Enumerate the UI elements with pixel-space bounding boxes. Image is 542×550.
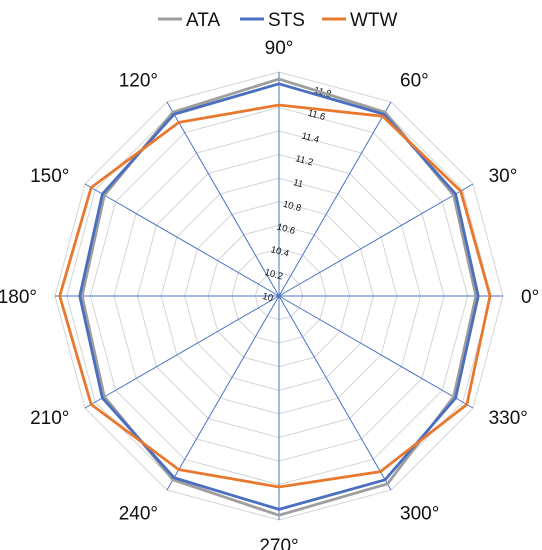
category-label: 210°: [30, 408, 69, 429]
radial-tick-label: 11.6: [306, 108, 326, 123]
legend-label: STS: [268, 10, 305, 31]
spoke-line: [278, 183, 474, 297]
legend-item-wtw: WTW: [322, 10, 398, 31]
category-label: 270°: [259, 536, 298, 550]
category-label: 330°: [489, 408, 528, 429]
spoke-line: [278, 295, 392, 491]
spoke-line: [84, 183, 280, 297]
spoke-line: [278, 101, 392, 297]
radial-tick-label: 10: [261, 291, 274, 304]
spoke-line: [166, 295, 280, 491]
series-line-sts: [78, 82, 480, 511]
category-label: 120°: [119, 70, 158, 91]
category-label: 300°: [400, 504, 439, 525]
legend-item-ata: ATA: [158, 10, 220, 31]
series-line-wtw: [58, 103, 492, 489]
radial-tick-label: 11: [292, 177, 304, 190]
radial-tick-label: 10.2: [263, 267, 284, 282]
spoke-line: [84, 295, 280, 409]
category-label: 150°: [30, 166, 69, 187]
legend-item-sts: STS: [240, 10, 305, 31]
spoke-line: [278, 295, 474, 409]
series-group: [58, 77, 492, 517]
category-label: 180°: [0, 287, 37, 308]
radial-tick-label: 10.8: [282, 199, 303, 214]
radial-tick-label: 11.2: [294, 153, 314, 168]
chart-legend: ATA STS WTW: [158, 10, 398, 31]
radial-tick-label: 10.6: [276, 222, 297, 237]
category-labels: 0° 30° 60° 90° 120° 150° 180° 210° 240° 270° 300° 3…: [0, 38, 539, 550]
category-label: 240°: [119, 504, 158, 525]
radial-tick-label: 10.4: [269, 244, 290, 259]
legend-label: ATA: [186, 10, 220, 31]
category-label: 90°: [265, 38, 294, 59]
series-line-ata: [80, 77, 478, 517]
radial-tick-label: 11.4: [300, 131, 320, 146]
legend-label: WTW: [350, 10, 398, 31]
spokes: [55, 72, 503, 520]
category-label: 60°: [400, 70, 429, 91]
category-label: 0°: [521, 287, 539, 308]
category-label: 30°: [489, 166, 518, 187]
spoke-line: [166, 101, 280, 297]
